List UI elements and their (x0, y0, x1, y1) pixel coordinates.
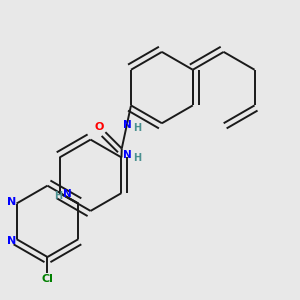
Text: N: N (124, 121, 132, 130)
Text: N: N (7, 236, 16, 246)
Text: N: N (63, 189, 72, 199)
Text: H: H (134, 123, 142, 133)
Text: N: N (7, 197, 16, 207)
Text: N: N (123, 150, 132, 160)
Text: Cl: Cl (41, 274, 53, 284)
Text: H: H (54, 191, 62, 201)
Text: O: O (94, 122, 104, 132)
Text: H: H (133, 153, 141, 163)
